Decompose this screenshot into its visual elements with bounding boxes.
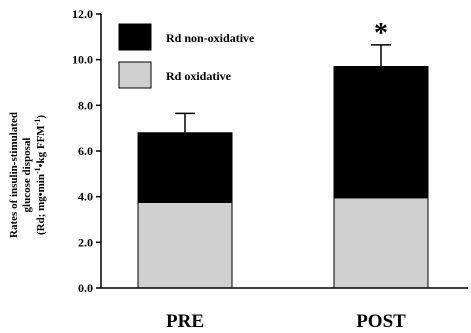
legend: Rd non-oxidative Rd oxidative (118, 23, 255, 89)
x-tick-label-post: POST (356, 311, 406, 332)
y-tick-label: 0.0 (78, 281, 93, 295)
significance-asterisk: * (374, 18, 388, 49)
legend-label: Rd non-oxidative (166, 31, 255, 45)
y-axis-label-superscript: -1 (33, 167, 42, 174)
y-axis-label-line-3: (Rd; mg•min-1•kg FFM-1) (33, 115, 47, 235)
legend-label: Rd oxidative (166, 69, 232, 83)
y-axis-label-line-1: Rates of insulin-stimulated (8, 112, 20, 238)
legend-swatch (118, 23, 152, 51)
y-tick-label: 6.0 (78, 144, 93, 158)
x-tick-label-pre: PRE (166, 311, 204, 332)
bar-rd-non-oxidative-post (333, 66, 429, 199)
y-axis-label-part: •kg FFM (35, 125, 47, 168)
y-tick-label: 8.0 (78, 98, 93, 112)
y-tick-label: 10.0 (72, 53, 93, 67)
y-axis-label-superscript: -1 (33, 119, 42, 126)
bars (137, 44, 429, 289)
y-tick-label: 12.0 (72, 7, 93, 21)
legend-swatch (118, 61, 152, 89)
y-tick-label: 2.0 (78, 235, 93, 249)
x-ticks: PRE POST (166, 311, 406, 332)
bar-rd-non-oxidative-pre (137, 132, 233, 203)
y-axis-label-part: ) (35, 115, 47, 119)
y-axis-label-line-2: glucose disposal (21, 138, 33, 213)
y-ticks: 0.0 2.0 4.0 6.0 8.0 10.0 12.0 (72, 7, 101, 295)
bar-rd-oxidative-pre (137, 201, 233, 289)
y-tick-label: 4.0 (78, 190, 93, 204)
bar-rd-oxidative-post (333, 197, 429, 289)
y-axis-label-part: (Rd; mg•min (35, 174, 47, 235)
